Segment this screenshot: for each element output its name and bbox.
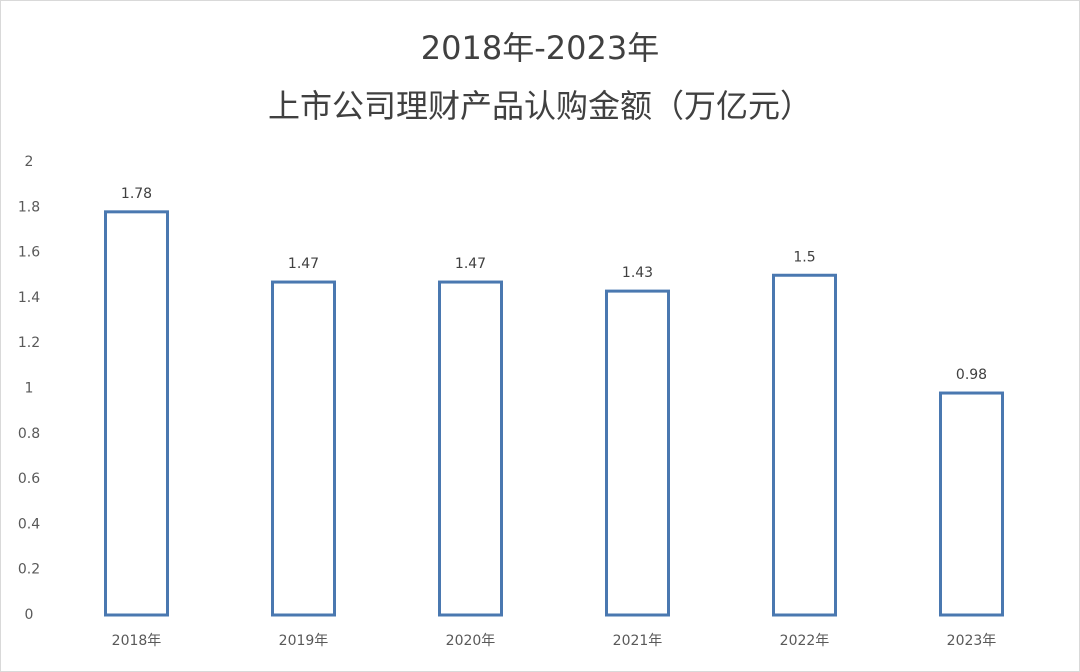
- y-tick-label: 1: [25, 381, 34, 397]
- x-tick-label: 2021年: [613, 633, 663, 649]
- data-label: 1.47: [455, 256, 486, 272]
- y-tick-label: 0.4: [18, 516, 40, 532]
- bar: [104, 210, 169, 617]
- bar: [438, 280, 503, 617]
- y-tick-label: 1.6: [18, 245, 40, 261]
- x-tick-label: 2019年: [279, 633, 329, 649]
- y-tick-label: 0.2: [18, 562, 40, 578]
- chart-title: 2018年-2023年: [421, 29, 659, 67]
- x-tick-label: 2018年: [112, 633, 162, 649]
- bar: [772, 273, 837, 617]
- data-label: 1.47: [288, 256, 319, 272]
- y-tick-label: 0.6: [18, 471, 40, 487]
- data-label: 0.98: [956, 367, 987, 383]
- chart-title: 上市公司理财产品认购金额（万亿元）: [268, 87, 812, 125]
- y-tick-label: 0.8: [18, 426, 40, 442]
- x-tick-label: 2022年: [780, 633, 830, 649]
- y-tick-label: 1.4: [18, 290, 40, 306]
- bar: [605, 289, 670, 617]
- bar: [271, 280, 336, 617]
- data-label: 1.43: [622, 265, 653, 281]
- bar: [939, 391, 1004, 617]
- data-label: 1.78: [121, 186, 152, 202]
- y-tick-label: 1.8: [18, 199, 40, 215]
- y-tick-label: 1.2: [18, 335, 40, 351]
- x-tick-label: 2020年: [446, 633, 496, 649]
- y-tick-label: 0: [25, 607, 34, 623]
- x-tick-label: 2023年: [947, 633, 997, 649]
- data-label: 1.5: [793, 249, 815, 265]
- y-tick-label: 2: [25, 154, 34, 170]
